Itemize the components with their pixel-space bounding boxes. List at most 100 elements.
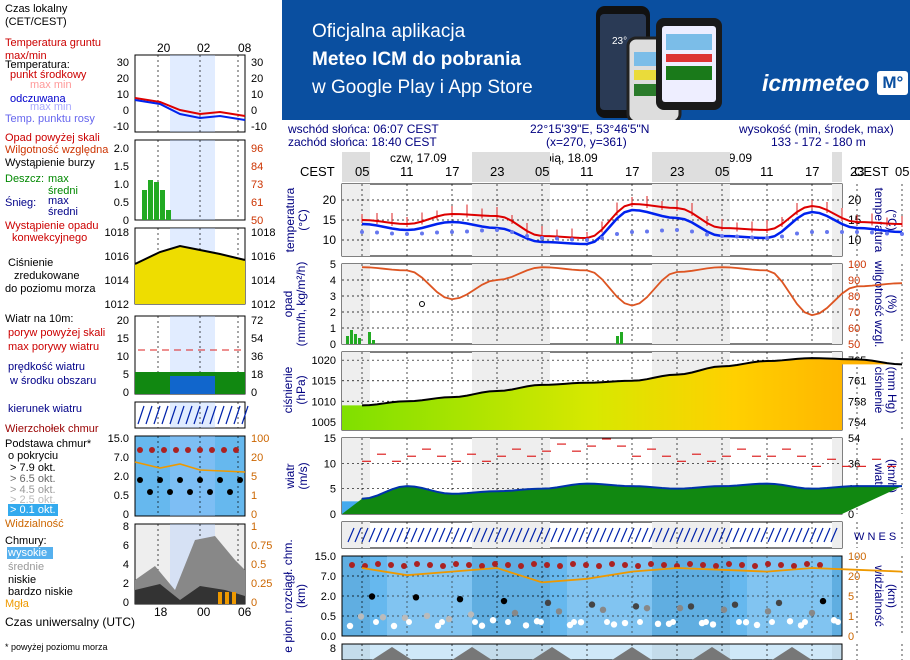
cb-tick-r: 5 (848, 591, 854, 603)
cloud-top-dot (726, 561, 732, 567)
legwind-tick-l: 0 (123, 387, 129, 399)
cb-tick-l: 2.0 (321, 591, 336, 603)
legdir-arrow (153, 405, 161, 425)
cloud-top-dot (492, 561, 498, 567)
wind-tick-l: 10 (324, 458, 336, 470)
legcl-tick-r: 1 (251, 521, 257, 533)
app-banner[interactable]: Oficjalna aplikacja Meteo ICM do pobrani… (282, 0, 910, 120)
cb-tick-l: 15.0 (315, 551, 336, 563)
night-strip (652, 152, 730, 182)
cloud-base-dot (599, 606, 607, 614)
cloud-base-dot (786, 618, 794, 625)
wind-arrow (396, 527, 404, 543)
cloud-base-dot (769, 619, 775, 625)
cloud-top-dot (401, 563, 407, 569)
wind-arrow (739, 527, 747, 543)
wind-arrow (760, 527, 768, 543)
cloud-base-dot (401, 614, 409, 622)
cloud-base-dot (742, 619, 750, 626)
wind-tick-r: 54 (848, 433, 860, 445)
cloud-base-dot (731, 601, 739, 608)
dew-point (870, 230, 874, 235)
rain-bar (368, 332, 371, 344)
dew-point (570, 237, 574, 242)
wind-arrow (529, 527, 537, 543)
cloud-base-dot (434, 622, 442, 630)
legdir-arrow (193, 405, 201, 425)
dew-point (645, 229, 649, 234)
press-tick-r: 758 (848, 396, 866, 408)
rain-bar (350, 330, 353, 344)
cloud-base-dot (445, 615, 453, 623)
legcb-top-dot (149, 447, 155, 453)
wind-ylabel-l: wiatr(m/s) (283, 462, 310, 489)
cloud-top-dot (518, 563, 524, 569)
rain-bar (354, 334, 357, 344)
legcb-top-dot (209, 447, 215, 453)
press-tick-l: 1005 (312, 417, 336, 429)
cloud-base-dot (632, 603, 640, 610)
hour-label: 05 (895, 164, 909, 179)
cloud-base-dot (544, 599, 552, 607)
rain-frame (341, 263, 843, 345)
wind-arrow (683, 527, 691, 543)
cloud-base-dot (835, 619, 841, 625)
legcb-base-dot (227, 489, 233, 495)
dew-point (435, 230, 439, 235)
dew-point (690, 229, 694, 234)
cb-tick-r: 0 (848, 631, 854, 643)
wind-arrow (571, 527, 579, 543)
cl-frame (341, 643, 843, 660)
cb-tick-r: 100 (848, 551, 866, 563)
legcb-tick-r: 5 (251, 471, 257, 483)
legpress-area (135, 246, 245, 304)
temp-tick-l: 15 (323, 213, 337, 227)
dew-point (585, 238, 589, 242)
legrain-tick-r: 50 (251, 215, 263, 227)
cb-tick-l: 7.0 (321, 571, 336, 583)
legcb-label: > 0.1 okt. (10, 504, 56, 516)
dir-frame (341, 521, 843, 549)
rain-bar (346, 336, 349, 344)
wind-arrow (774, 527, 782, 543)
cloud-top-dot (700, 562, 706, 568)
wind-arrow (788, 527, 796, 543)
legend-tz-l1: Czas lokalny (5, 3, 68, 15)
wind-arrow (641, 527, 649, 543)
temp-tick-l: 20 (323, 193, 337, 207)
legtemp-tick-l: 20 (117, 73, 129, 85)
legrain-mininight (170, 140, 215, 220)
dew-point (630, 230, 634, 234)
cloud-base-dot (406, 619, 412, 625)
wind-arrow (676, 527, 684, 543)
banner-line3: w Google Play i App Store (312, 77, 533, 98)
cloud-top-dot (414, 561, 420, 567)
cloud-top-dot (791, 563, 797, 569)
rain-tick-r: 50 (848, 339, 860, 351)
coords-text: 22°15'39"E, 53°46'5"N (530, 122, 650, 136)
cloud-top-dot (544, 562, 550, 568)
cloud-base-dot (511, 609, 519, 617)
hour-label: 05 (355, 164, 369, 179)
wind-arrow (347, 527, 355, 543)
legdir-arrow (185, 405, 193, 425)
cloud-base-dot (577, 618, 585, 626)
wind-arrow (508, 527, 516, 543)
legcl-fog-bar (225, 592, 229, 604)
cloud-top-dot (622, 562, 628, 568)
legwind-tick-r: 36 (251, 351, 263, 363)
dew-point (795, 231, 799, 236)
press-tick-l: 1010 (312, 396, 336, 408)
cloud-top-dot (479, 563, 485, 569)
legtemp-tick-l: 10 (117, 89, 129, 101)
legtemp-tick-r: 0 (251, 105, 257, 117)
legtemp-tick-r: -10 (251, 121, 267, 133)
legtemp-label: Temperatura gruntu (5, 37, 101, 49)
legcb-highlight (8, 504, 58, 516)
wind-arrow (578, 527, 586, 543)
cloud-base-dot (373, 619, 379, 625)
legcb-base-dot (217, 477, 223, 483)
temp-feel-line (361, 208, 903, 246)
cloud-top-dot (375, 561, 381, 567)
legpress-tick-r: 1016 (251, 251, 275, 263)
